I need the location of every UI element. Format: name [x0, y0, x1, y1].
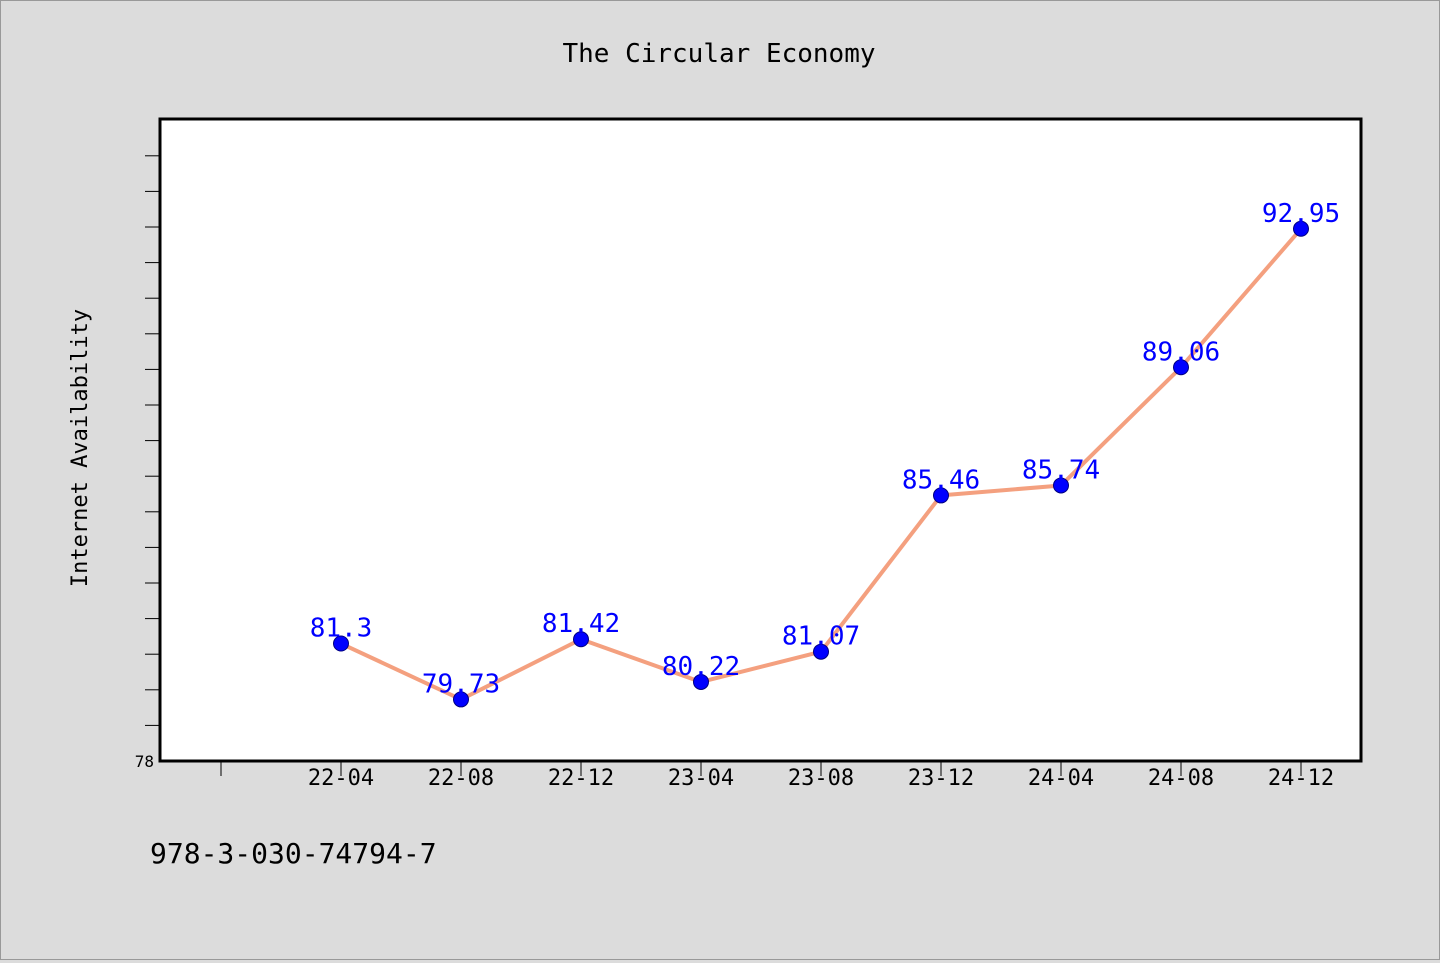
y-tick-label: 78	[135, 752, 154, 771]
x-tick-label: 23-08	[788, 766, 854, 791]
isbn-label: 978-3-030-74794-7	[150, 837, 437, 870]
data-point	[1053, 477, 1069, 494]
data-label: 81.07	[782, 622, 860, 652]
data-label: 81.3	[310, 614, 373, 644]
y-axis-label: Internet Availability	[68, 309, 93, 587]
series-layer: 81.3 79.73 81.42 80.22 81.07 85.46 85.74 89.06 9…	[310, 199, 1340, 708]
data-label: 81.42	[542, 609, 620, 639]
x-tick-label: 22-08	[428, 766, 494, 791]
data-label: 85.74	[1022, 455, 1100, 485]
x-tick-label: 23-04	[668, 766, 734, 791]
x-tick-label: 23-12	[908, 766, 974, 791]
data-point	[1173, 359, 1189, 376]
data-label: 79.73	[422, 669, 500, 699]
data-point	[813, 643, 829, 660]
data-point	[933, 487, 949, 504]
x-tick-label: 24-12	[1268, 766, 1334, 791]
y-axis-ticks: 78	[135, 155, 160, 771]
x-tick-label: 24-04	[1028, 766, 1094, 791]
data-point	[573, 631, 589, 648]
plot-area	[158, 117, 1363, 763]
data-label: 92.95	[1262, 199, 1340, 229]
x-tick-label: 22-12	[548, 766, 614, 791]
data-point	[1293, 220, 1309, 237]
data-label: 85.46	[902, 465, 980, 495]
data-point	[333, 635, 349, 652]
data-point	[453, 691, 469, 708]
x-tick-label: 22-04	[308, 766, 374, 791]
chart-title: The Circular Economy	[562, 39, 875, 69]
data-label: 89.06	[1142, 337, 1220, 367]
x-tick-label: 24-08	[1148, 766, 1214, 791]
x-axis-ticks: 22-04 22-08 22-12 23-04 23-08 23-12 24-04 24-08…	[220, 761, 1334, 791]
data-label: 80.22	[662, 652, 740, 682]
data-point	[693, 673, 709, 690]
